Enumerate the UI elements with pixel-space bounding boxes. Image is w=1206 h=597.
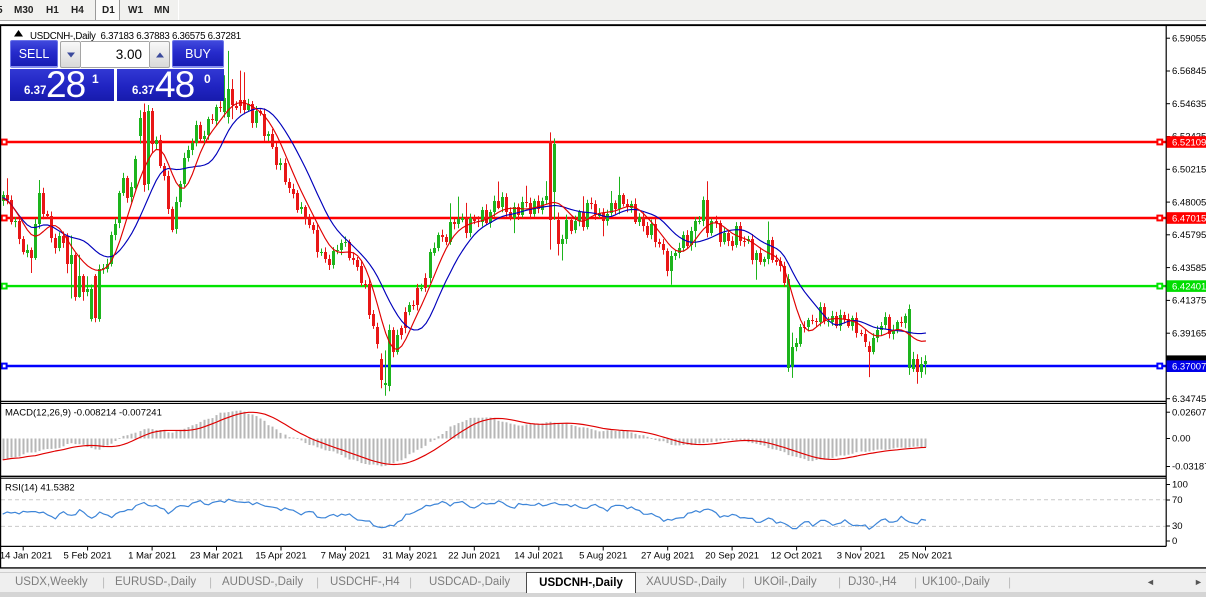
svg-text:6.59055: 6.59055 bbox=[1172, 33, 1206, 44]
svg-text:30: 30 bbox=[1172, 521, 1183, 532]
svg-text:6.56845: 6.56845 bbox=[1172, 66, 1206, 77]
svg-text:25 Nov 2021: 25 Nov 2021 bbox=[899, 551, 953, 562]
svg-text:6.34745: 6.34745 bbox=[1172, 394, 1206, 405]
svg-text:6.39165: 6.39165 bbox=[1172, 328, 1206, 339]
svg-text:6.37007: 6.37007 bbox=[1172, 362, 1206, 373]
svg-text:6.43585: 6.43585 bbox=[1172, 263, 1206, 274]
svg-text:5 Feb 2021: 5 Feb 2021 bbox=[64, 551, 112, 562]
svg-text:22 Jun 2021: 22 Jun 2021 bbox=[448, 551, 500, 562]
svg-text:12 Oct 2021: 12 Oct 2021 bbox=[771, 551, 823, 562]
svg-text:14 Jul 2021: 14 Jul 2021 bbox=[514, 551, 563, 562]
svg-text:15 Apr 2021: 15 Apr 2021 bbox=[255, 551, 306, 562]
svg-text:RSI(14) 41.5382: RSI(14) 41.5382 bbox=[5, 483, 75, 494]
svg-text:0: 0 bbox=[1172, 536, 1177, 547]
svg-text:23 Mar 2021: 23 Mar 2021 bbox=[190, 551, 243, 562]
svg-text:27 Aug 2021: 27 Aug 2021 bbox=[641, 551, 694, 562]
svg-text:14 Jan 2021: 14 Jan 2021 bbox=[0, 551, 52, 562]
svg-text:6.48005: 6.48005 bbox=[1172, 197, 1206, 208]
svg-text:6.50215: 6.50215 bbox=[1172, 165, 1206, 176]
svg-text:USDCNH-,Daily 6.37183 6.37883: USDCNH-,Daily 6.37183 6.37883 6.36575 6.… bbox=[30, 31, 241, 42]
svg-text:6.45795: 6.45795 bbox=[1172, 230, 1206, 241]
svg-text:5 Aug 2021: 5 Aug 2021 bbox=[579, 551, 627, 562]
svg-text:-0.03187: -0.03187 bbox=[1172, 462, 1206, 473]
svg-text:3 Nov 2021: 3 Nov 2021 bbox=[837, 551, 886, 562]
svg-text:100: 100 bbox=[1172, 480, 1188, 491]
svg-text:7 May 2021: 7 May 2021 bbox=[321, 551, 371, 562]
svg-text:0.00: 0.00 bbox=[1172, 434, 1191, 445]
svg-text:1 Mar 2021: 1 Mar 2021 bbox=[128, 551, 176, 562]
svg-text:0.02607: 0.02607 bbox=[1172, 407, 1206, 418]
svg-text:6.41375: 6.41375 bbox=[1172, 296, 1206, 307]
svg-text:6.52109: 6.52109 bbox=[1172, 137, 1206, 148]
svg-text:6.47015: 6.47015 bbox=[1172, 213, 1206, 224]
svg-text:6.42401: 6.42401 bbox=[1172, 282, 1206, 293]
svg-text:31 May 2021: 31 May 2021 bbox=[382, 551, 437, 562]
svg-text:6.54635: 6.54635 bbox=[1172, 99, 1206, 110]
svg-text:20 Sep 2021: 20 Sep 2021 bbox=[705, 551, 759, 562]
svg-text:MACD(12,26,9) -0.008214 -0.007: MACD(12,26,9) -0.008214 -0.007241 bbox=[5, 408, 162, 419]
svg-text:70: 70 bbox=[1172, 495, 1183, 506]
